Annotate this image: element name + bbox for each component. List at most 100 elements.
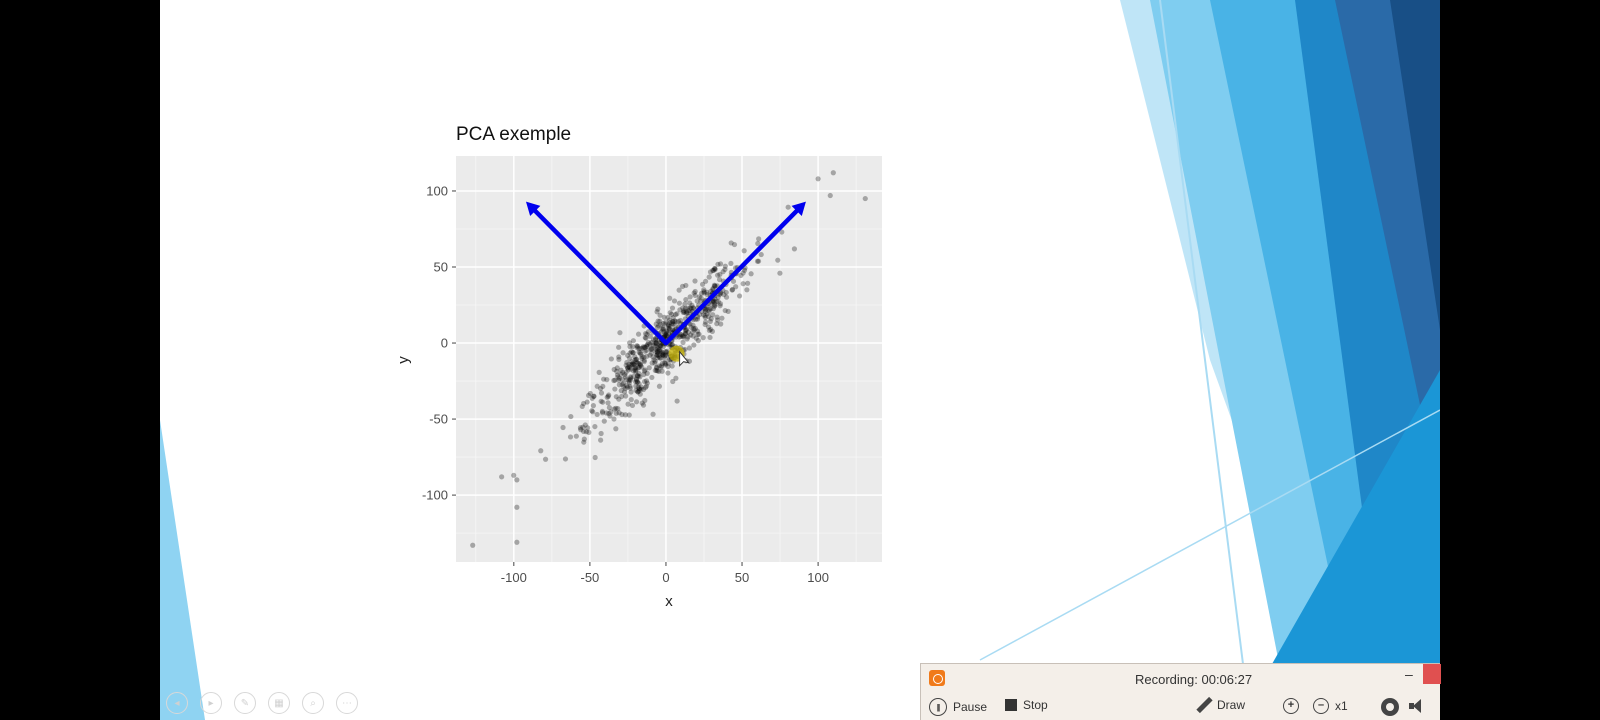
- data-point: [731, 241, 738, 248]
- data-point: [627, 343, 633, 350]
- data-point: [615, 374, 621, 380]
- stop-icon: [1005, 699, 1017, 711]
- previous-slide-button[interactable]: ◂: [166, 692, 188, 714]
- data-point: [827, 192, 833, 199]
- data-point: [637, 391, 643, 397]
- data-point: [631, 362, 637, 368]
- minimize-button[interactable]: –: [1405, 666, 1413, 682]
- data-point: [706, 308, 712, 314]
- data-point: [692, 325, 698, 332]
- data-point: [634, 360, 640, 366]
- data-point: [592, 454, 598, 461]
- data-point: [705, 324, 712, 330]
- data-point: [653, 365, 660, 371]
- data-point: [625, 401, 631, 407]
- data-point: [683, 282, 689, 289]
- zoom-out-button[interactable]: – x1: [1313, 698, 1348, 714]
- data-point: [577, 425, 584, 431]
- pen-tool-button[interactable]: ✎: [234, 692, 256, 714]
- data-point: [604, 394, 610, 400]
- data-point: [613, 405, 619, 411]
- data-point: [567, 434, 574, 440]
- data-point: [657, 318, 663, 324]
- data-point: [722, 307, 728, 314]
- data-point: [587, 390, 593, 397]
- data-point: [636, 385, 642, 392]
- data-point: [738, 272, 744, 279]
- data-point: [662, 362, 669, 368]
- more-options-button[interactable]: ⋯: [336, 692, 358, 714]
- data-point: [715, 299, 721, 305]
- data-point: [720, 269, 726, 275]
- data-point: [625, 365, 631, 371]
- data-point: [667, 323, 673, 329]
- data-point: [665, 363, 671, 370]
- data-point: [562, 456, 569, 462]
- data-point: [639, 354, 645, 360]
- data-point: [599, 410, 606, 416]
- data-point: [637, 362, 643, 368]
- close-button[interactable]: [1423, 664, 1441, 684]
- data-point: [642, 367, 648, 373]
- recorder-app-icon: [929, 670, 945, 686]
- slides-overview-button[interactable]: ▦: [268, 692, 290, 714]
- data-point: [779, 229, 785, 235]
- data-point: [717, 301, 724, 307]
- data-point: [663, 332, 669, 339]
- stop-button[interactable]: Stop: [1005, 698, 1048, 712]
- data-point: [621, 384, 627, 390]
- data-point: [684, 310, 690, 316]
- data-point: [542, 456, 549, 462]
- data-point: [670, 321, 676, 327]
- data-point: [666, 327, 673, 333]
- data-point: [729, 286, 736, 293]
- volume-button[interactable]: [1409, 698, 1425, 714]
- data-point: [627, 374, 634, 380]
- speaker-icon: [1409, 698, 1425, 714]
- data-point: [626, 355, 633, 361]
- data-point: [628, 396, 634, 403]
- data-point: [740, 270, 746, 276]
- data-point: [644, 343, 650, 350]
- data-point: [692, 292, 698, 299]
- pause-button[interactable]: || Pause: [929, 698, 987, 716]
- data-point: [707, 318, 713, 325]
- data-point: [656, 353, 662, 359]
- next-slide-button[interactable]: ▸: [200, 692, 222, 714]
- data-point: [607, 413, 613, 419]
- data-point: [655, 348, 661, 354]
- data-point: [568, 413, 574, 420]
- data-point: [702, 308, 708, 315]
- data-point: [687, 300, 693, 306]
- data-point: [641, 371, 647, 377]
- data-point: [643, 383, 650, 389]
- data-point: [642, 334, 648, 341]
- data-point: [619, 376, 625, 382]
- data-point: [702, 319, 709, 325]
- data-point: [644, 347, 650, 353]
- data-point: [714, 314, 720, 320]
- data-point: [630, 349, 636, 356]
- data-point: [712, 283, 718, 289]
- y-tick-label: 0: [441, 336, 448, 351]
- draw-button[interactable]: Draw: [1197, 698, 1245, 712]
- data-point: [662, 356, 668, 362]
- zoom-in-button[interactable]: +: [1283, 698, 1299, 714]
- data-point: [657, 348, 663, 354]
- zoom-button[interactable]: ⌕: [302, 692, 324, 714]
- data-point: [691, 290, 697, 296]
- data-point: [714, 321, 720, 327]
- data-point: [660, 352, 666, 358]
- data-point: [708, 288, 714, 294]
- slide: PCA exemple -100 -50 0 50 100 -100 -50 0 50 100 x…: [160, 0, 1440, 720]
- data-point: [674, 398, 680, 404]
- data-point: [645, 329, 652, 335]
- data-point: [659, 326, 665, 332]
- data-point: [633, 387, 639, 393]
- settings-button[interactable]: [1381, 698, 1399, 716]
- data-point: [637, 361, 643, 367]
- data-point: [650, 337, 657, 343]
- data-point: [704, 289, 710, 295]
- data-point: [658, 348, 664, 354]
- data-point: [625, 365, 631, 371]
